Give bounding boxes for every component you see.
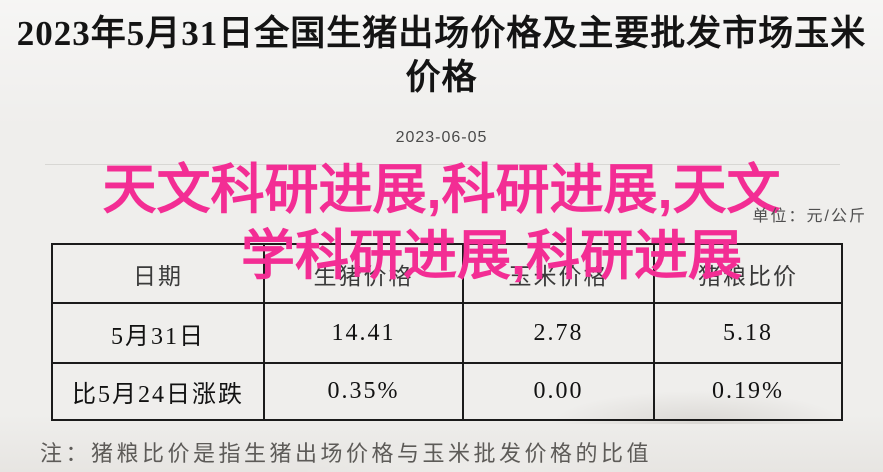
table-row: 5月31日 14.41 2.78 5.18 (51, 302, 843, 364)
publish-date: 2023-06-05 (395, 129, 488, 146)
unit-label: 单位：元/公斤 (752, 208, 867, 225)
divider-line (45, 164, 840, 165)
table-footnote: 注：猪粮比价是指生猪出场价格与玉米批发价格的比值 (40, 441, 653, 466)
column-header-date: 日期 (51, 243, 265, 304)
table-row: 比5月24日涨跌 0.35% 0.00 0.19% (51, 362, 843, 421)
column-header-pig-grain-ratio: 猪粮比价 (653, 243, 843, 304)
cell-date: 5月31日 (51, 302, 265, 364)
cell-pig-price: 14.41 (263, 302, 464, 364)
background-bottom-shade (0, 414, 883, 472)
cell-date-change: 比5月24日涨跌 (51, 362, 265, 421)
background-light-wash (0, 0, 883, 130)
cell-pig-price-change: 0.35% (263, 362, 464, 421)
cell-corn-price: 2.78 (462, 302, 655, 364)
cell-corn-price-change: 0.00 (462, 362, 655, 421)
table-header-row: 日期 生猪价格 玉米价格 猪粮比价 (51, 243, 843, 304)
cell-pig-grain-ratio: 5.18 (653, 302, 843, 364)
column-header-corn-price: 玉米价格 (462, 243, 655, 304)
site-watermark-title[interactable]: 天文科研进展,科研进展,天文 学科研进展,科研进展 (0, 157, 883, 289)
price-table: 日期 生猪价格 玉米价格 猪粮比价 5月31日 14.41 2.78 5.18 … (51, 243, 843, 421)
article-title: 2023年5月31日全国生猪出场价格及主要批发市场玉米价格 (16, 14, 867, 97)
watermark-line-1: 天文科研进展,科研进展,天文 (102, 160, 781, 220)
price-table-container: 日期 生猪价格 玉米价格 猪粮比价 5月31日 14.41 2.78 5.18 … (51, 243, 843, 421)
background-cloud-watermark (260, 430, 680, 472)
watermark-line-2: 学科研进展,科研进展 (240, 226, 742, 286)
cell-pig-grain-ratio-change: 0.19% (653, 362, 843, 421)
column-header-pig-price: 生猪价格 (263, 243, 464, 304)
